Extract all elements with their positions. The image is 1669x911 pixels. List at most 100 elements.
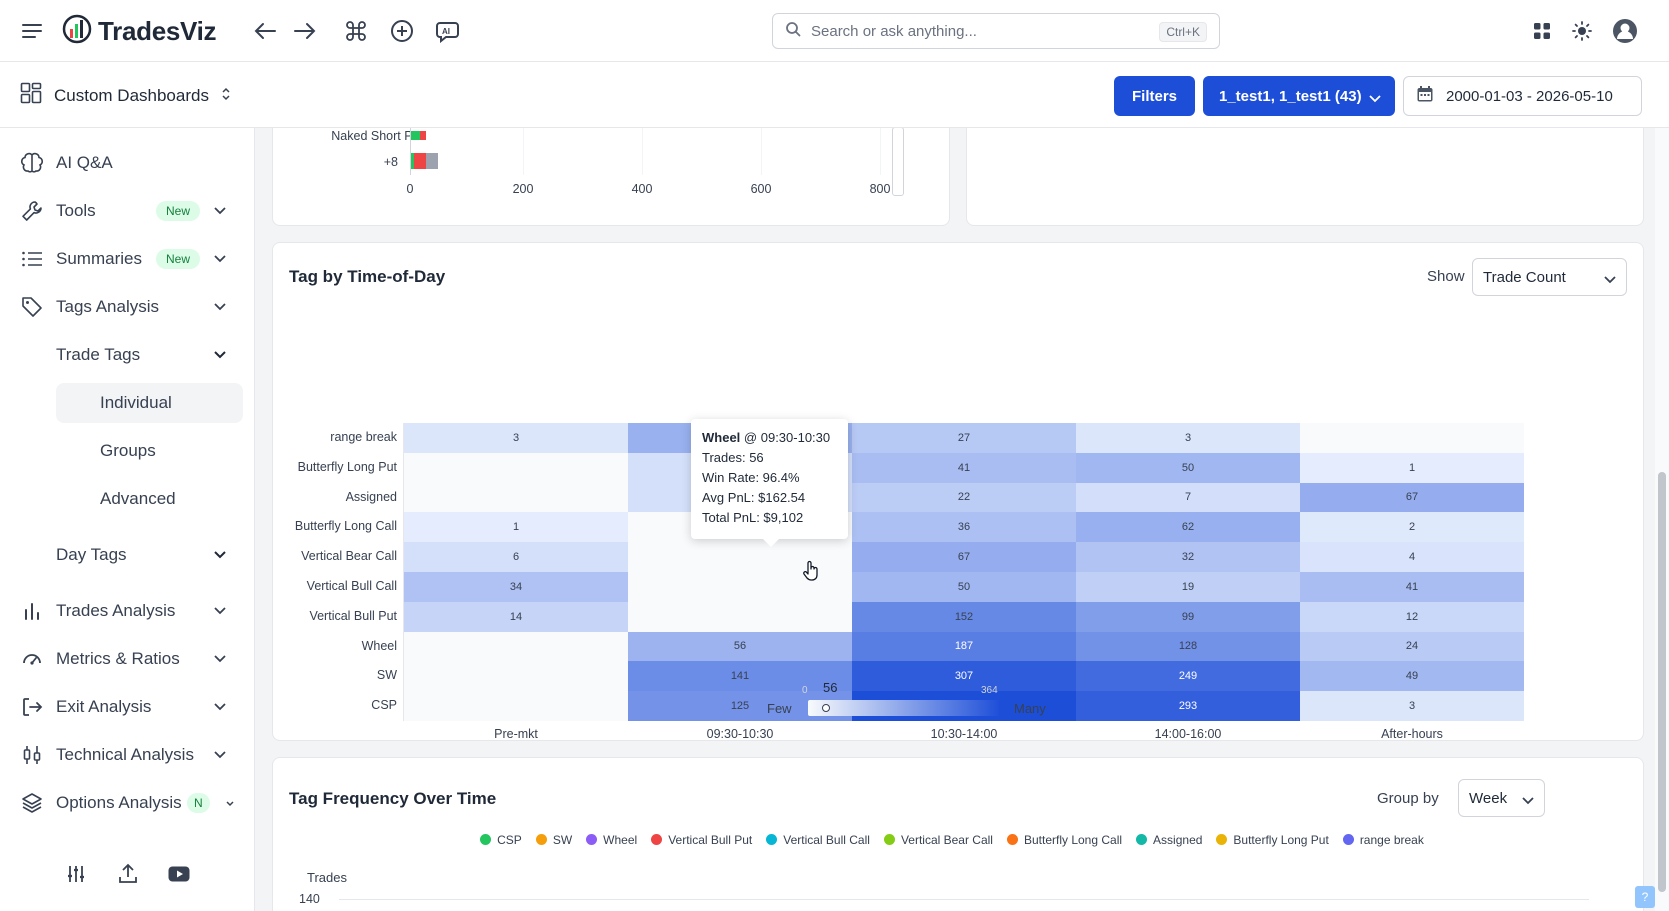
scrollbar-thumb[interactable] — [1658, 472, 1666, 892]
sidebar-item-trade-tags[interactable]: Trade Tags — [0, 335, 255, 375]
heatmap-cell[interactable]: 249 — [1076, 661, 1300, 692]
sidebar-item-trades-analysis[interactable]: Trades Analysis — [0, 591, 255, 631]
heatmap-cell[interactable]: 22 — [852, 482, 1076, 513]
group-by-select[interactable]: Week — [1458, 779, 1545, 817]
ai-chat-icon[interactable]: AI — [435, 17, 463, 45]
heatmap-cell[interactable]: 36 — [852, 512, 1076, 543]
heatmap-cell[interactable]: 24 — [1300, 631, 1524, 662]
legend-item[interactable]: Vertical Bull Put — [651, 833, 752, 847]
sidebar-item-summaries[interactable]: Summaries New — [0, 239, 255, 279]
heatmap-cell[interactable] — [404, 452, 628, 483]
heatmap-cell[interactable]: 34 — [404, 572, 628, 602]
sidebar-item-exit-analysis[interactable]: Exit Analysis — [0, 687, 255, 727]
menu-icon[interactable] — [18, 17, 46, 45]
heatmap-cell[interactable]: 6 — [404, 542, 628, 572]
heatmap-cell[interactable]: 1 — [1300, 452, 1524, 483]
sidebar-item-individual[interactable]: Individual — [56, 383, 243, 423]
heatmap-cell[interactable]: 27 — [852, 423, 1076, 453]
heatmap-cell[interactable]: 41 — [852, 452, 1076, 483]
heatmap-cell[interactable]: 3 — [1076, 423, 1300, 453]
heatmap-cell[interactable]: 152 — [852, 601, 1076, 632]
heatmap-cell[interactable]: 141 — [628, 661, 852, 692]
sidebar-item-ai-qa[interactable]: AI Q&A — [0, 143, 255, 183]
sidebar-item-groups[interactable]: Groups — [0, 431, 255, 471]
heatmap-cell[interactable]: 32 — [1076, 542, 1300, 572]
help-icon[interactable]: ? — [1635, 886, 1655, 908]
account-selector-button[interactable]: 1_test1, 1_test1 (43) — [1203, 76, 1395, 116]
scale-indicator-handle[interactable] — [822, 704, 830, 712]
heatmap-cell[interactable]: 2 — [1300, 512, 1524, 543]
heatmap-cell[interactable] — [628, 601, 852, 632]
legend-item[interactable]: Assigned — [1136, 833, 1202, 847]
upload-icon[interactable] — [117, 863, 139, 890]
heatmap-cell[interactable]: 67 — [852, 542, 1076, 572]
sidebar-item-tags-analysis[interactable]: Tags Analysis — [0, 287, 255, 327]
bar-segment[interactable] — [410, 153, 414, 169]
legend-item[interactable]: Butterfly Long Put — [1216, 833, 1329, 847]
bar-segment[interactable] — [420, 131, 426, 140]
sidebar-item-metrics-ratios[interactable]: Metrics & Ratios — [0, 639, 255, 679]
dashboard-selector[interactable]: Custom Dashboards — [20, 82, 231, 109]
bar-segment[interactable] — [426, 153, 438, 169]
scale-max-handle[interactable] — [999, 698, 1003, 718]
heatmap-cell[interactable]: 14 — [404, 601, 628, 632]
heatmap-cell[interactable] — [404, 691, 628, 721]
brain-icon — [20, 151, 44, 175]
heatmap-cell[interactable]: 3 — [1300, 691, 1524, 721]
sliders-icon[interactable] — [66, 864, 86, 889]
heatmap-cell[interactable] — [404, 482, 628, 513]
heatmap-cell[interactable]: 187 — [852, 631, 1076, 662]
youtube-icon[interactable] — [168, 866, 190, 887]
heatmap-cell[interactable]: 128 — [1076, 631, 1300, 662]
show-metric-select[interactable]: Trade Count — [1472, 258, 1627, 296]
sidebar-item-options-analysis[interactable]: Options Analysis N — [0, 783, 255, 823]
page-scrollbar[interactable] — [1655, 128, 1669, 911]
heatmap-cell[interactable]: 62 — [1076, 512, 1300, 543]
heatmap-cell[interactable]: 3 — [404, 423, 628, 453]
heatmap-cell[interactable]: 67 — [1300, 482, 1524, 513]
heatmap-cell[interactable]: 56 — [628, 631, 852, 662]
command-icon[interactable] — [342, 17, 370, 45]
heatmap-cell[interactable]: 50 — [852, 572, 1076, 602]
legend-item[interactable]: Vertical Bear Call — [883, 833, 993, 847]
legend-item[interactable]: SW — [535, 833, 572, 847]
add-circle-icon[interactable] — [388, 17, 416, 45]
heatmap-cell[interactable]: 49 — [1300, 661, 1524, 692]
heatmap-cell[interactable]: 50 — [1076, 452, 1300, 483]
legend-item[interactable]: Butterfly Long Call — [1006, 833, 1122, 847]
legend-item[interactable]: CSP — [480, 833, 522, 847]
legend-item[interactable]: range break — [1342, 833, 1424, 847]
heatmap-cell[interactable]: 41 — [1300, 572, 1524, 602]
legend-item[interactable]: Vertical Bull Call — [766, 833, 870, 847]
sidebar-item-technical-analysis[interactable]: Technical Analysis — [0, 735, 255, 775]
sidebar-item-tools[interactable]: Tools New — [0, 191, 255, 231]
heatmap-cell[interactable]: 1 — [404, 512, 628, 543]
heatmap-cell[interactable]: 293 — [1076, 691, 1300, 721]
heatmap-cell[interactable]: 307 — [852, 661, 1076, 692]
search-input[interactable]: Search or ask anything... Ctrl+K — [772, 13, 1220, 49]
sun-theme-icon[interactable] — [1568, 17, 1596, 45]
app-logo[interactable]: TradesViz — [62, 14, 217, 49]
heatmap-cell[interactable] — [404, 661, 628, 692]
heatmap-cell[interactable]: 12 — [1300, 601, 1524, 632]
bar-segment[interactable] — [414, 153, 426, 169]
sidebar-item-day-tags[interactable]: Day Tags — [0, 535, 255, 575]
user-avatar-icon[interactable] — [1611, 17, 1639, 45]
heatmap-cell[interactable]: 19 — [1076, 572, 1300, 602]
heatmap-cell[interactable]: 4 — [1300, 542, 1524, 572]
heatmap-cell[interactable]: 99 — [1076, 601, 1300, 632]
forward-arrow-icon[interactable] — [291, 17, 319, 45]
heatmap-cell[interactable] — [1300, 423, 1524, 453]
heatmap-cell[interactable] — [404, 631, 628, 662]
heatmap-cell[interactable]: 7 — [1076, 482, 1300, 513]
back-arrow-icon[interactable] — [251, 17, 279, 45]
sidebar-item-advanced[interactable]: Advanced — [0, 479, 255, 519]
date-range-picker[interactable]: 2000-01-03 - 2026-05-10 — [1403, 76, 1642, 116]
search-shortcut: Ctrl+K — [1159, 22, 1207, 42]
filters-button[interactable]: Filters — [1114, 76, 1195, 116]
chart-zoom-slider[interactable] — [892, 128, 904, 196]
bar-segment[interactable] — [410, 131, 420, 140]
apps-grid-icon[interactable] — [1528, 17, 1556, 45]
color-scale-bar[interactable] — [808, 700, 1001, 716]
legend-item[interactable]: Wheel — [586, 833, 637, 847]
